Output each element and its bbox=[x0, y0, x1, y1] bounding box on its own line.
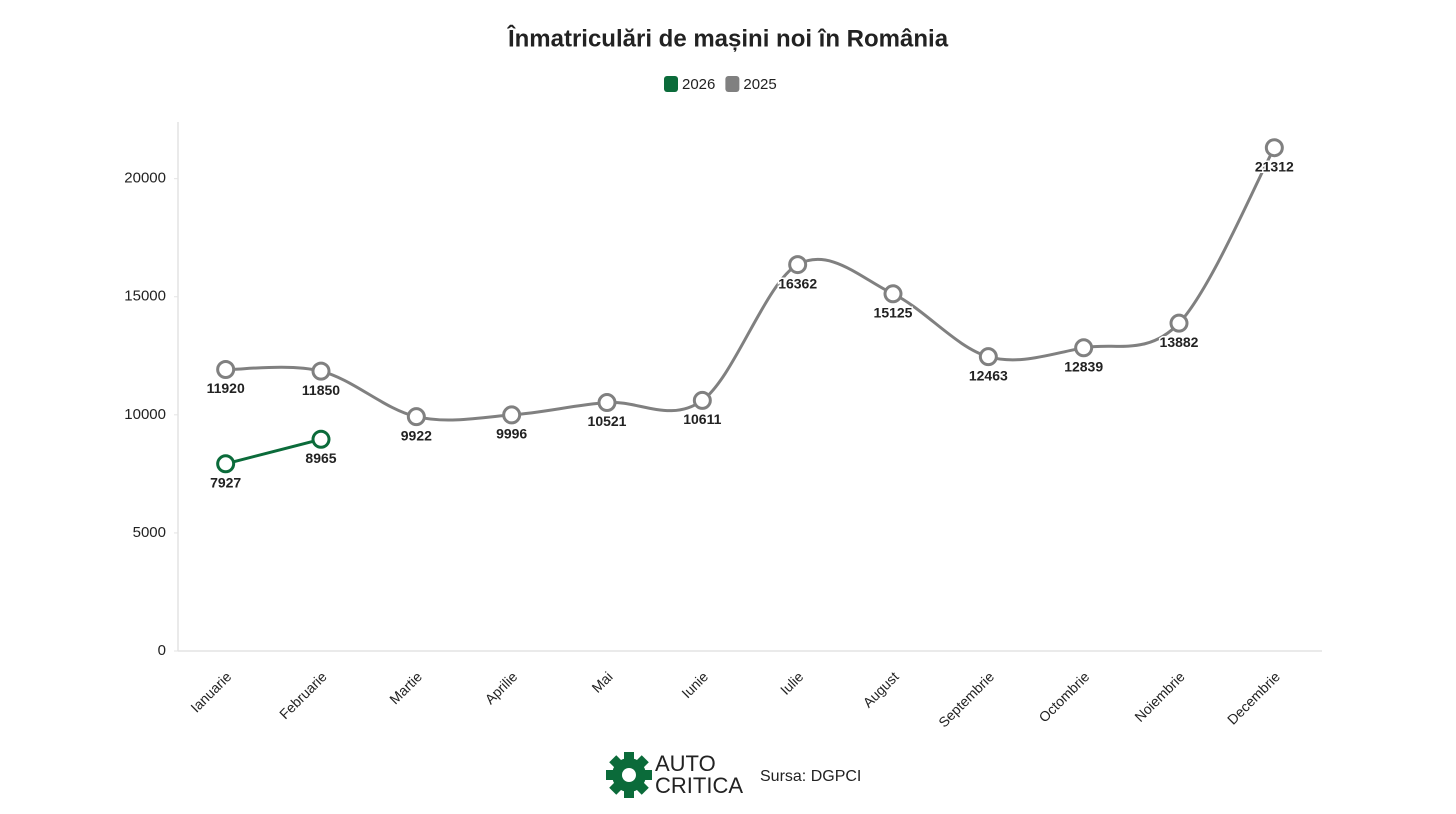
data-label: 16362 bbox=[778, 275, 817, 291]
data-point bbox=[883, 284, 903, 304]
x-tick-label: Iunie bbox=[678, 668, 711, 701]
logo-teeth bbox=[606, 752, 652, 798]
y-tick-label: 20000 bbox=[124, 170, 166, 187]
data-label: 10521 bbox=[588, 413, 627, 429]
x-tick-label: Ianuarie bbox=[187, 668, 234, 715]
x-tick-label: August bbox=[860, 668, 902, 710]
logo-hole bbox=[622, 768, 636, 782]
data-point bbox=[1074, 338, 1094, 358]
data-point bbox=[216, 359, 236, 379]
legend-label: 2025 bbox=[743, 76, 776, 93]
y-tick-label: 10000 bbox=[124, 406, 166, 423]
data-label: 7927 bbox=[210, 474, 241, 490]
x-tick-label: Mai bbox=[588, 668, 615, 695]
legend-swatch bbox=[664, 76, 678, 92]
x-tick-label: Decembrie bbox=[1224, 668, 1283, 727]
data-point bbox=[216, 454, 236, 474]
data-label: 8965 bbox=[305, 450, 336, 466]
chart-title: Înmatriculări de mașini noi în România bbox=[507, 24, 949, 52]
data-point bbox=[1264, 138, 1284, 158]
data-label: 12839 bbox=[1064, 358, 1103, 374]
y-tick-label: 0 bbox=[158, 642, 166, 659]
data-point bbox=[692, 390, 712, 410]
data-label: 21312 bbox=[1255, 158, 1294, 174]
x-tick-label: Noiembrie bbox=[1131, 668, 1188, 725]
data-label: 15125 bbox=[874, 305, 913, 321]
data-label: 13882 bbox=[1160, 334, 1199, 350]
logo-text: AUTO bbox=[655, 751, 716, 776]
data-label: 11920 bbox=[207, 380, 245, 396]
data-point bbox=[597, 393, 617, 413]
x-tick-label: Februarie bbox=[276, 668, 330, 722]
data-point bbox=[502, 405, 522, 425]
data-point bbox=[788, 255, 808, 275]
data-label: 11850 bbox=[302, 382, 340, 398]
x-tick-label: Iulie bbox=[777, 668, 807, 698]
source: Sursa: DGPCI bbox=[760, 768, 861, 785]
data-label: 9922 bbox=[401, 427, 432, 443]
x-tick-label: Octombrie bbox=[1035, 668, 1092, 725]
x-tick-label: Septembrie bbox=[935, 668, 997, 730]
data-point bbox=[311, 361, 331, 381]
data-label: 10611 bbox=[683, 411, 721, 427]
data-point bbox=[978, 347, 998, 367]
logo bbox=[606, 752, 652, 798]
data-point bbox=[311, 429, 331, 449]
data-point bbox=[1169, 313, 1189, 333]
x-tick-label: Martie bbox=[386, 668, 425, 707]
y-tick-label: 15000 bbox=[124, 288, 166, 305]
legend-label: 2026 bbox=[682, 76, 715, 93]
x-tick-label: Aprilie bbox=[482, 668, 521, 707]
legend: 2026 2025 bbox=[664, 76, 777, 93]
y-tick-label: 5000 bbox=[133, 524, 166, 541]
legend-swatch bbox=[725, 76, 740, 92]
logo-text: CRITICA bbox=[655, 773, 743, 798]
data-label: 12463 bbox=[969, 367, 1008, 383]
series-line bbox=[225, 146, 1276, 422]
data-point bbox=[406, 407, 426, 427]
data-label: 9996 bbox=[496, 426, 527, 442]
